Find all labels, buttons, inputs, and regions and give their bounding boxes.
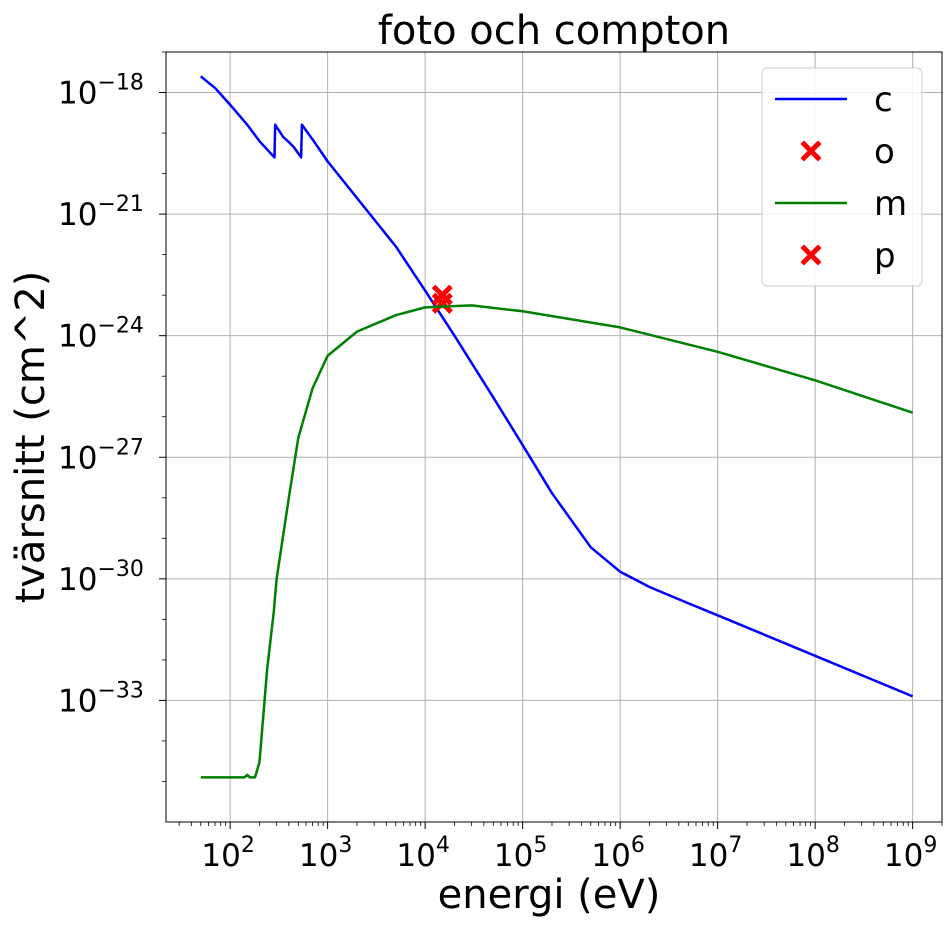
x-tick-label: 106 xyxy=(591,833,644,874)
y-tick-base: 10 xyxy=(58,562,97,598)
y-tick-base: 10 xyxy=(58,683,97,719)
legend-label-m: m xyxy=(874,184,907,224)
x-tick-base: 10 xyxy=(201,838,240,874)
ticks: 102 103 104 105 106 107 108 10910−1810−2110−241… xyxy=(58,51,943,874)
y-tick-base: 10 xyxy=(58,76,97,112)
x-tick-exponent: 4 xyxy=(436,833,450,858)
y-tick-label: 10−21 xyxy=(58,192,144,233)
y-tick-exponent: −30 xyxy=(97,557,143,582)
y-tick-label: 10−24 xyxy=(58,314,144,355)
legend-marker-p xyxy=(800,244,822,266)
y-tick-exponent: −24 xyxy=(97,314,143,339)
x-tick-exponent: 6 xyxy=(631,833,645,858)
x-tick-base: 10 xyxy=(494,838,533,874)
plot-frame xyxy=(165,51,943,823)
y-tick-exponent: −33 xyxy=(97,678,143,703)
legend-marker-o xyxy=(800,140,822,162)
y-tick-exponent: −18 xyxy=(97,71,143,96)
y-tick-label: 10−33 xyxy=(58,678,144,719)
legend-box xyxy=(761,67,923,287)
x-tick-exponent: 5 xyxy=(533,833,547,858)
series-point-p xyxy=(431,284,453,306)
x-tick-base: 10 xyxy=(786,838,825,874)
x-tick-exponent: 7 xyxy=(728,833,742,858)
x-tick-base: 10 xyxy=(591,838,630,874)
chart-title: foto och compton xyxy=(378,8,730,54)
legend-label-o: o xyxy=(874,132,895,172)
x-tick-exponent: 2 xyxy=(241,833,255,858)
x-tick-label: 104 xyxy=(396,833,449,874)
legend: comp xyxy=(761,67,923,287)
x-tick-label: 108 xyxy=(786,833,839,874)
x-tick-exponent: 3 xyxy=(338,833,352,858)
series-layer xyxy=(199,75,914,779)
y-tick-base: 10 xyxy=(58,197,97,233)
legend-label-c: c xyxy=(874,80,893,120)
x-tick-label: 105 xyxy=(494,833,547,874)
y-tick-exponent: −27 xyxy=(97,435,143,460)
x-tick-base: 10 xyxy=(396,838,435,874)
x-tick-base: 10 xyxy=(884,838,923,874)
series-line-c xyxy=(199,75,914,698)
x-axis-title: energi (eV) xyxy=(438,872,661,918)
y-tick-label: 10−18 xyxy=(58,71,144,112)
y-tick-label: 10−27 xyxy=(58,435,144,476)
x-tick-label: 107 xyxy=(689,833,742,874)
y-tick-exponent: −21 xyxy=(97,192,143,217)
x-tick-exponent: 8 xyxy=(826,833,840,858)
x-tick-base: 10 xyxy=(689,838,728,874)
x-tick-base: 10 xyxy=(299,838,338,874)
y-axis-title: tvärsnitt (cm^2) xyxy=(8,271,54,604)
x-tick-label: 109 xyxy=(884,833,937,874)
x-tick-label: 102 xyxy=(201,833,254,874)
x-tick-label: 103 xyxy=(299,833,352,874)
y-tick-base: 10 xyxy=(58,440,97,476)
series-line-m xyxy=(200,304,914,779)
y-tick-base: 10 xyxy=(58,319,97,355)
legend-label-p: p xyxy=(874,236,896,276)
y-tick-label: 10−30 xyxy=(58,557,144,598)
x-tick-exponent: 9 xyxy=(923,833,937,858)
